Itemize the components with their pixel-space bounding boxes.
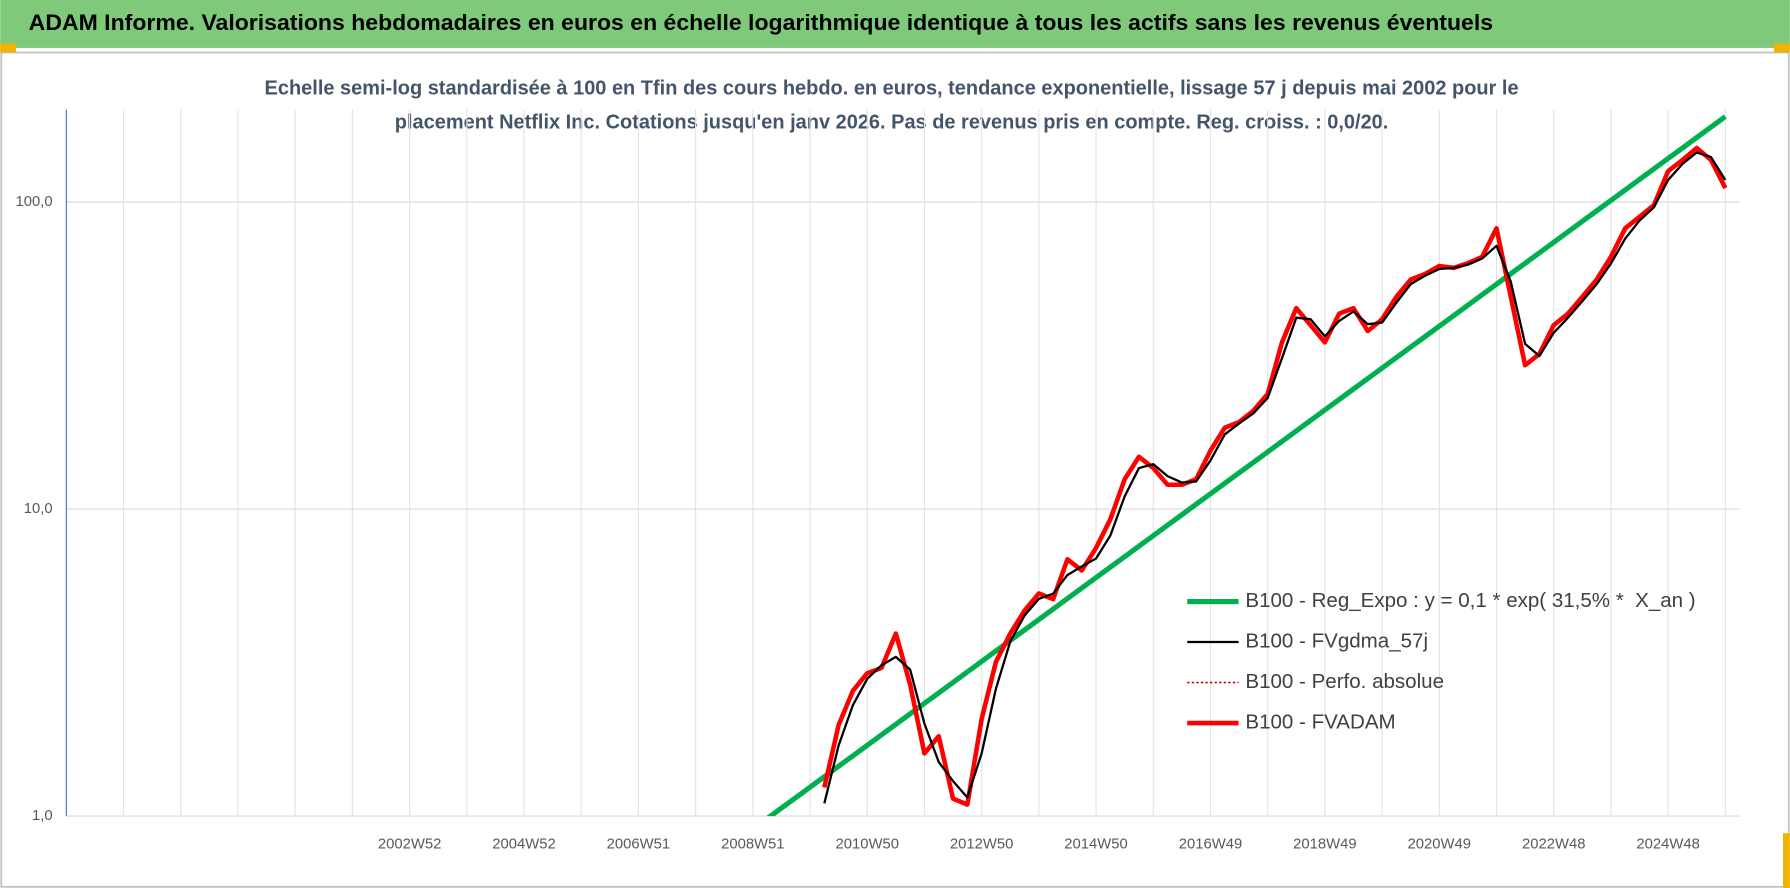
x-tick-label: 2012W50 [950,837,1013,853]
plot-area [766,114,1728,817]
x-tick-label: 2016W49 [1179,837,1242,853]
corner-mark [1783,833,1790,888]
y-tick-label: 10,0 [24,501,53,517]
legend: B100 - Reg_Expo : y = 0,1 * exp( 31,5% *… [1187,589,1696,733]
y-tick-label: 1,0 [32,808,53,824]
x-tick-label: 2008W51 [721,837,784,853]
x-tick-label: 2022W48 [1522,837,1585,853]
legend-label: B100 - FVADAM [1245,710,1395,733]
page-title: ADAM Informe. Valorisations hebdomadaire… [29,10,1493,35]
legend-label: B100 - Perfo. absolue [1245,670,1444,693]
grid [66,109,1740,817]
chart-subtitle: placement Netflix Inc. Cotations jusqu'e… [395,112,1389,134]
corner-mark [0,43,17,53]
chart-subtitle: Echelle semi-log standardisée à 100 en T… [265,77,1519,99]
title-bar [0,0,1790,48]
corner-mark [1773,43,1790,53]
x-tick-label: 2018W49 [1293,837,1356,853]
x-tick-label: 2004W52 [492,837,555,853]
series-line [823,151,1727,804]
legend-label: B100 - FVgdma_57j [1245,629,1428,652]
x-tick-label: 2020W49 [1408,837,1471,853]
x-tick-label: 2002W52 [378,837,441,853]
x-tick-label: 2014W50 [1064,837,1127,853]
series-line [822,145,1728,807]
x-tick-label: 2010W50 [835,837,898,853]
x-tick-label: 2024W48 [1636,837,1699,853]
chart-border [0,51,1790,888]
x-tick-label: 2006W51 [607,837,670,853]
legend-label: B100 - Reg_Expo : y = 0,1 * exp( 31,5% *… [1245,589,1695,612]
y-tick-label: 100,0 [16,194,53,210]
axis-labels: 1,0 10,0 100,0 2002W52 2004W52 2006W51 2008W51… [16,194,1700,853]
series-line [766,114,1727,817]
